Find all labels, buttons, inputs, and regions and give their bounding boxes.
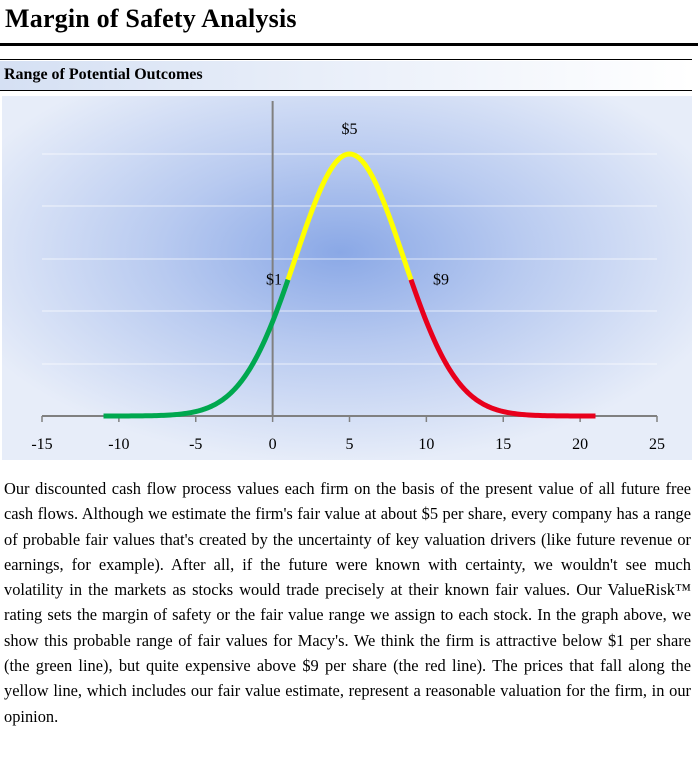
price-label-0: $1 <box>266 272 282 289</box>
chart-container: -15 -10 -5 0 5 10 15 20 25 $1 $5 $9 <box>2 96 692 460</box>
range-of-outcomes-chart: -15 -10 -5 0 5 10 15 20 25 $1 $5 $9 <box>2 96 692 460</box>
x-tick-label: 25 <box>649 436 665 453</box>
section-divider-top <box>0 59 692 60</box>
body-paragraph: Our discounted cash flow process values … <box>4 479 691 726</box>
page-title: Margin of Safety Analysis <box>5 4 297 33</box>
title-divider <box>0 43 698 46</box>
gridlines <box>42 153 657 365</box>
x-axis-ticks: -15 -10 -5 0 5 10 15 20 25 <box>31 416 665 453</box>
curve-segment-2 <box>408 278 596 419</box>
x-tick-label: -5 <box>189 436 202 453</box>
section-title: Range of Potential Outcomes <box>4 66 203 83</box>
price-annotations: $1 $5 $9 <box>266 121 449 289</box>
x-tick-label: 5 <box>346 436 354 453</box>
price-label-1: $5 <box>342 121 358 138</box>
x-tick-label: 20 <box>572 436 588 453</box>
price-label-2: $9 <box>433 272 449 289</box>
section-header: Range of Potential Outcomes <box>0 61 692 90</box>
x-tick-label: -15 <box>31 436 52 453</box>
x-tick-label: 15 <box>495 436 511 453</box>
curve-segment-1 <box>285 151 414 281</box>
section-divider-bottom <box>0 90 692 91</box>
distribution-curve <box>103 151 596 419</box>
x-tick-label: 10 <box>418 436 434 453</box>
x-tick-label: 0 <box>269 436 277 453</box>
plot-background <box>2 96 692 460</box>
curve-segment-0 <box>103 278 291 419</box>
x-tick-label: -10 <box>108 436 129 453</box>
